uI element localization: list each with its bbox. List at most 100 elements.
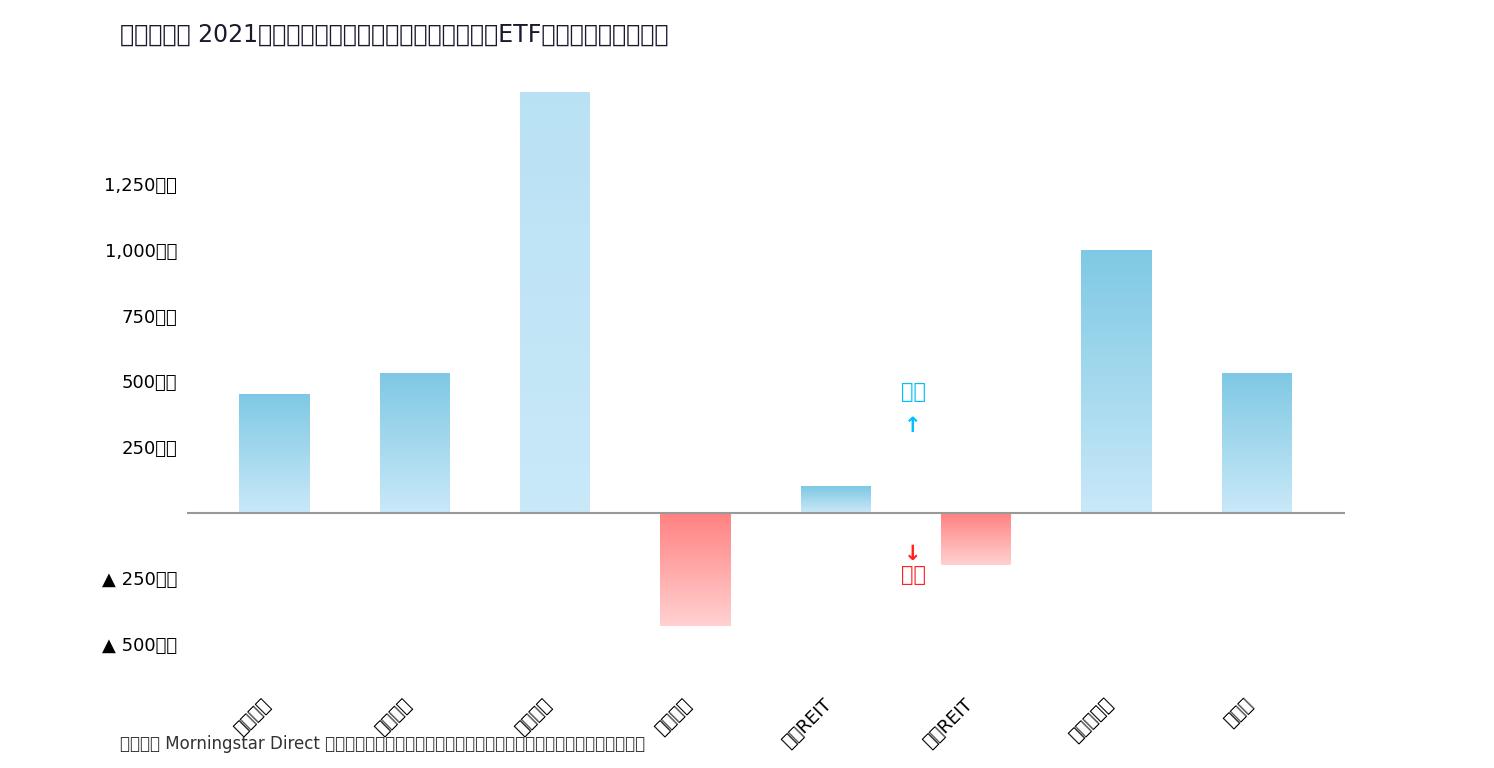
- Bar: [1082, 490, 1152, 493]
- Bar: [1222, 389, 1292, 391]
- Bar: [239, 464, 309, 465]
- Bar: [1082, 263, 1152, 266]
- Bar: [1082, 467, 1152, 470]
- Bar: [660, 572, 731, 574]
- Bar: [1082, 457, 1152, 460]
- Bar: [1082, 499, 1152, 503]
- Bar: [660, 578, 731, 579]
- Bar: [520, 131, 590, 154]
- Bar: [379, 509, 450, 511]
- Bar: [1222, 391, 1292, 392]
- Bar: [1082, 434, 1152, 437]
- Bar: [660, 521, 731, 522]
- Bar: [239, 483, 309, 485]
- Bar: [520, 250, 590, 273]
- Bar: [239, 402, 309, 403]
- Bar: [239, 504, 309, 505]
- Bar: [660, 552, 731, 554]
- Bar: [1082, 398, 1152, 401]
- Bar: [1082, 296, 1152, 299]
- Bar: [239, 395, 309, 396]
- Bar: [379, 373, 450, 375]
- Bar: [379, 419, 450, 420]
- Bar: [239, 486, 309, 488]
- Bar: [660, 601, 731, 603]
- Bar: [1222, 380, 1292, 382]
- Bar: [239, 501, 309, 502]
- Bar: [239, 467, 309, 468]
- Bar: [1082, 431, 1152, 434]
- Bar: [660, 564, 731, 565]
- Bar: [520, 393, 590, 417]
- Bar: [1082, 257, 1152, 260]
- Bar: [1222, 479, 1292, 482]
- Bar: [379, 425, 450, 427]
- Bar: [1082, 286, 1152, 290]
- Bar: [1222, 412, 1292, 413]
- Bar: [1222, 420, 1292, 422]
- Bar: [1082, 375, 1152, 378]
- Bar: [660, 557, 731, 558]
- Bar: [379, 412, 450, 413]
- Bar: [660, 540, 731, 541]
- Bar: [1082, 454, 1152, 457]
- Bar: [1222, 449, 1292, 450]
- Bar: [239, 505, 309, 507]
- Bar: [1082, 293, 1152, 296]
- Bar: [660, 571, 731, 572]
- Bar: [1082, 372, 1152, 375]
- Bar: [239, 440, 309, 442]
- Bar: [1082, 418, 1152, 421]
- Bar: [239, 508, 309, 510]
- Bar: [520, 273, 590, 297]
- Bar: [660, 542, 731, 544]
- Bar: [239, 400, 309, 402]
- Bar: [520, 154, 590, 178]
- Bar: [520, 178, 590, 202]
- Bar: [1082, 440, 1152, 444]
- Bar: [379, 497, 450, 498]
- Bar: [1222, 419, 1292, 420]
- Bar: [660, 606, 731, 607]
- Bar: [1222, 432, 1292, 435]
- Bar: [239, 492, 309, 494]
- Bar: [1082, 385, 1152, 388]
- Bar: [660, 619, 731, 620]
- Bar: [1082, 339, 1152, 342]
- Bar: [1222, 399, 1292, 401]
- Bar: [239, 448, 309, 449]
- Bar: [239, 477, 309, 478]
- Bar: [660, 534, 731, 535]
- Bar: [1222, 439, 1292, 442]
- Bar: [1082, 299, 1152, 303]
- Bar: [1222, 379, 1292, 380]
- Bar: [379, 494, 450, 495]
- Bar: [1082, 352, 1152, 355]
- Bar: [1222, 495, 1292, 497]
- Bar: [379, 478, 450, 479]
- Bar: [520, 226, 590, 250]
- Bar: [1222, 403, 1292, 405]
- Bar: [239, 445, 309, 446]
- Bar: [379, 479, 450, 482]
- Bar: [1222, 392, 1292, 394]
- Bar: [1222, 471, 1292, 472]
- Bar: [1222, 485, 1292, 487]
- Bar: [660, 544, 731, 545]
- Bar: [1222, 498, 1292, 501]
- Bar: [660, 603, 731, 604]
- Bar: [379, 377, 450, 379]
- Bar: [1082, 273, 1152, 276]
- Bar: [1082, 473, 1152, 476]
- Bar: [1082, 444, 1152, 447]
- Bar: [1082, 276, 1152, 280]
- Bar: [660, 554, 731, 555]
- Bar: [1222, 398, 1292, 399]
- Bar: [1222, 458, 1292, 461]
- Bar: [379, 429, 450, 431]
- Bar: [379, 384, 450, 386]
- Bar: [1222, 386, 1292, 387]
- Bar: [239, 478, 309, 480]
- Bar: [379, 442, 450, 443]
- Bar: [520, 58, 590, 82]
